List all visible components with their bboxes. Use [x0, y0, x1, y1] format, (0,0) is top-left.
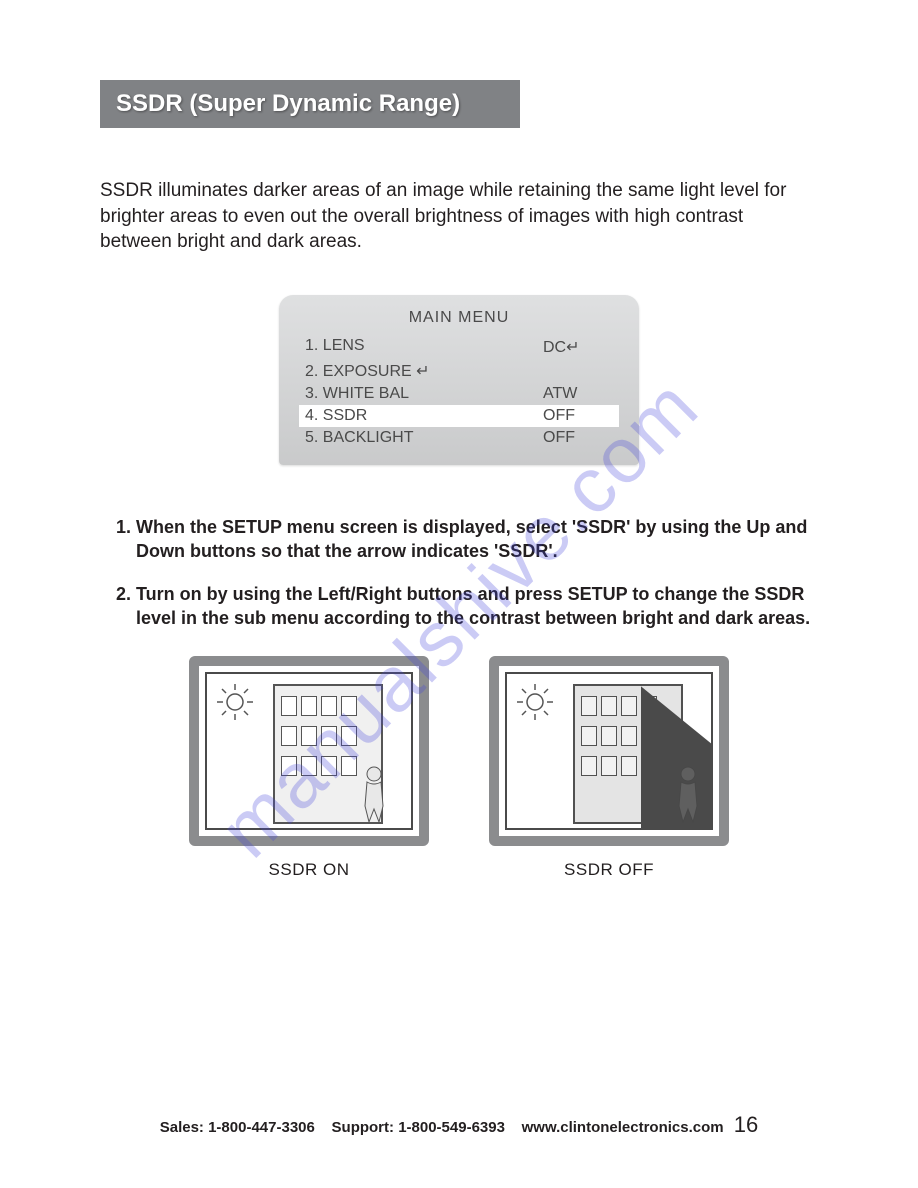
figure-ssdr-on: SSDR ON	[189, 656, 429, 880]
figure-ssdr-off: SSDR OFF	[489, 656, 729, 880]
menu-row: 5. BACKLIGHT OFF	[299, 427, 619, 449]
menu-value: DC↵	[543, 337, 613, 357]
menu-row: 2. EXPOSURE ↵	[299, 359, 619, 383]
sales-label: Sales:	[160, 1119, 204, 1136]
sun-icon	[215, 682, 255, 722]
menu-value: OFF	[543, 407, 613, 425]
figure-frame	[189, 656, 429, 846]
figure-caption: SSDR ON	[189, 860, 429, 880]
menu-heading: MAIN MENU	[299, 309, 619, 327]
person-icon	[357, 764, 391, 824]
sales-phone: 1-800-447-3306	[208, 1119, 315, 1136]
page-footer: Sales: 1-800-447-3306 Support: 1-800-549…	[0, 1112, 918, 1138]
menu-row: 1. LENS DC↵	[299, 335, 619, 359]
menu-label: 3. WHITE BAL	[305, 385, 543, 403]
menu-value: OFF	[543, 429, 613, 447]
sun-icon	[515, 682, 555, 722]
support-label: Support:	[332, 1119, 394, 1136]
instruction-step: Turn on by using the Left/Right buttons …	[136, 582, 818, 631]
figure-frame	[489, 656, 729, 846]
instruction-list: When the SETUP menu screen is displayed,…	[100, 515, 818, 630]
figure-row: SSDR ON	[100, 656, 818, 880]
support-phone: 1-800-549-6393	[398, 1119, 505, 1136]
main-menu-panel: MAIN MENU 1. LENS DC↵ 2. EXPOSURE ↵ 3. W…	[279, 295, 639, 465]
instruction-step: When the SETUP menu screen is displayed,…	[136, 515, 818, 564]
menu-value: ATW	[543, 385, 613, 403]
menu-label: 2. EXPOSURE ↵	[305, 361, 543, 381]
menu-label: 5. BACKLIGHT	[305, 429, 543, 447]
menu-label: 1. LENS	[305, 337, 543, 357]
menu-value	[543, 361, 613, 381]
menu-label: 4. SSDR	[305, 407, 543, 425]
menu-row: 3. WHITE BAL ATW	[299, 383, 619, 405]
menu-row-selected: 4. SSDR OFF	[299, 405, 619, 427]
intro-paragraph: SSDR illuminates darker areas of an imag…	[100, 178, 818, 255]
website: www.clintonelectronics.com	[522, 1119, 724, 1136]
figure-caption: SSDR OFF	[489, 860, 729, 880]
page-number: 16	[734, 1112, 758, 1137]
section-title: SSDR (Super Dynamic Range)	[100, 80, 520, 128]
person-icon	[671, 764, 705, 824]
